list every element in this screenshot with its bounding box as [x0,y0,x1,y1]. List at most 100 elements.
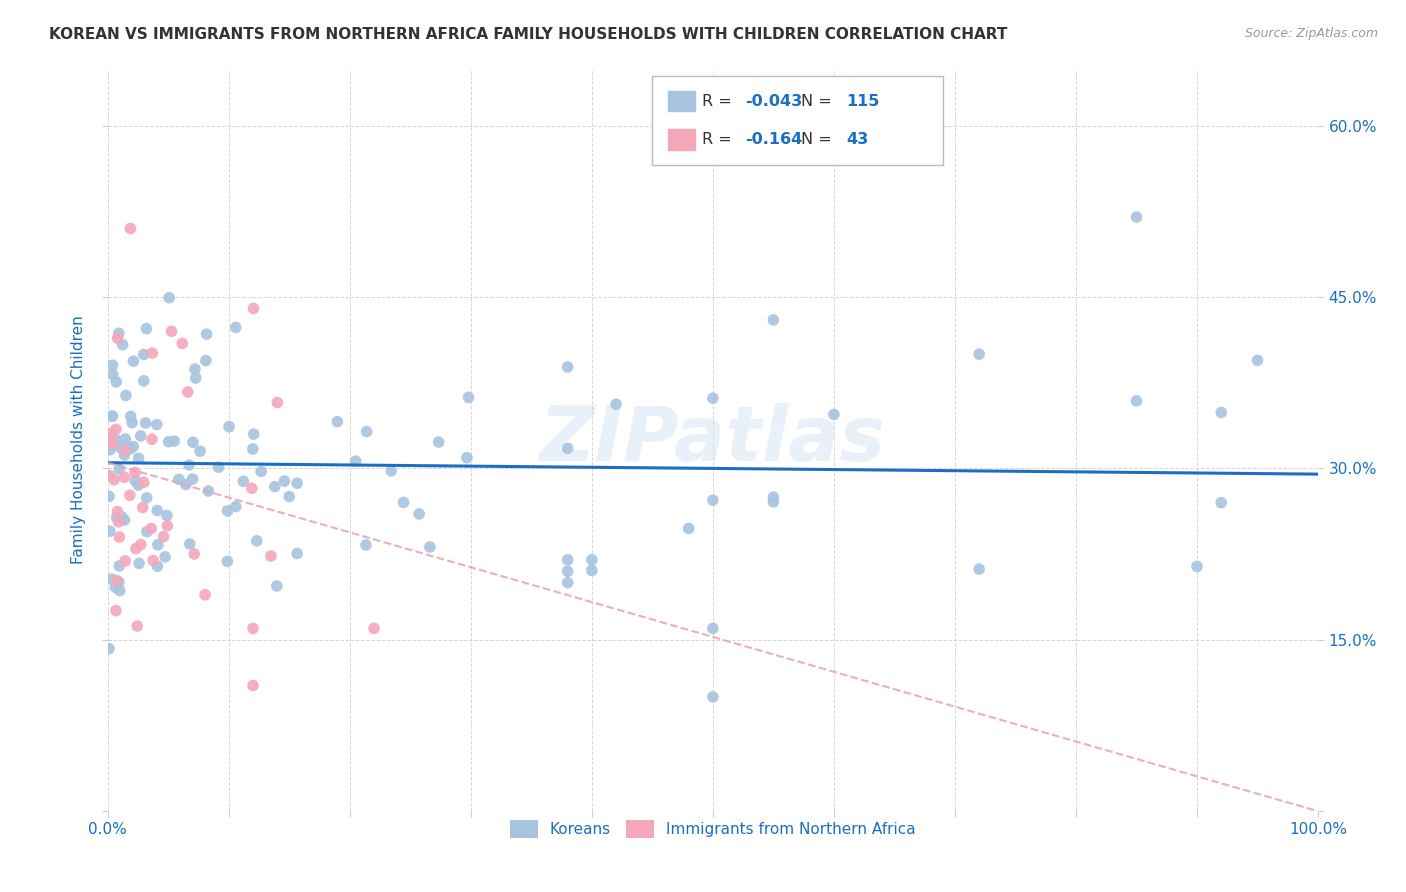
Point [194,353,217,368]
Point [141,432,163,446]
Point [188,444,211,458]
Point [392,495,415,509]
Point [146,538,169,552]
Point [218,419,240,434]
Point [104,422,127,436]
Point [135,321,157,335]
Point [111,337,134,351]
Point [380,464,402,478]
Point [356,425,378,439]
Point [1125,210,1147,224]
Point [246,533,269,548]
Point [184,371,207,385]
Point [457,390,479,404]
Point [125,541,148,556]
Point [184,362,207,376]
Point [156,508,179,523]
Point [105,510,128,524]
Point [605,397,627,411]
Point [1211,405,1233,419]
Point [114,513,136,527]
Point [557,442,579,456]
Bar [668,91,695,112]
Point [194,588,217,602]
Text: 43: 43 [846,132,869,147]
Text: -0.043: -0.043 [745,94,803,109]
Point [242,427,264,442]
Point [98,442,121,457]
Point [120,442,142,456]
Point [217,504,239,518]
Point [100,572,122,586]
Point [242,301,264,316]
Point [141,346,163,360]
Point [273,474,295,488]
Point [160,324,183,338]
Point [104,580,127,594]
Point [103,473,125,487]
Point [108,583,131,598]
Point [242,621,264,635]
Point [104,433,127,447]
Point [127,619,149,633]
Point [762,490,785,504]
Point [197,483,219,498]
Point [104,604,127,618]
Point [108,558,131,573]
Point [181,435,204,450]
Point [122,440,145,454]
Point [250,465,273,479]
Point [105,375,128,389]
Point [107,326,129,341]
Point [146,559,169,574]
Point [1125,393,1147,408]
Point [101,368,124,382]
Point [167,472,190,486]
Point [101,358,124,372]
Point [702,391,724,405]
Point [101,409,124,424]
Point [129,537,152,551]
Point [135,491,157,505]
Point [762,313,785,327]
Text: KOREAN VS IMMIGRANTS FROM NORTHERN AFRICA FAMILY HOUSEHOLDS WITH CHILDREN CORREL: KOREAN VS IMMIGRANTS FROM NORTHERN AFRIC… [49,27,1008,42]
Point [114,432,136,446]
Point [132,475,155,490]
Point [132,347,155,361]
Point [101,436,124,450]
Point [557,553,579,567]
Point [678,521,700,535]
Point [132,374,155,388]
Point [98,489,121,503]
Point [263,480,285,494]
Point [163,434,186,448]
Legend: Koreans, Immigrants from Northern Africa: Koreans, Immigrants from Northern Africa [503,814,922,845]
Point [456,450,478,465]
Point [120,409,142,424]
Point [98,433,121,447]
Point [195,327,218,342]
Point [108,462,131,476]
Point [967,562,990,576]
Point [110,441,132,455]
Point [127,478,149,492]
Point [156,518,179,533]
Point [278,490,301,504]
Point [114,443,136,458]
Point [114,470,136,484]
Point [115,388,138,402]
Point [177,458,200,472]
Point [363,621,385,635]
Point [98,641,121,656]
Point [419,540,441,554]
Point [122,354,145,368]
Point [98,524,121,539]
Point [179,537,201,551]
Point [172,336,194,351]
Point [141,521,163,535]
Bar [668,129,695,150]
Point [153,549,176,564]
Point [107,331,129,345]
Point [225,320,247,334]
Point [408,507,430,521]
